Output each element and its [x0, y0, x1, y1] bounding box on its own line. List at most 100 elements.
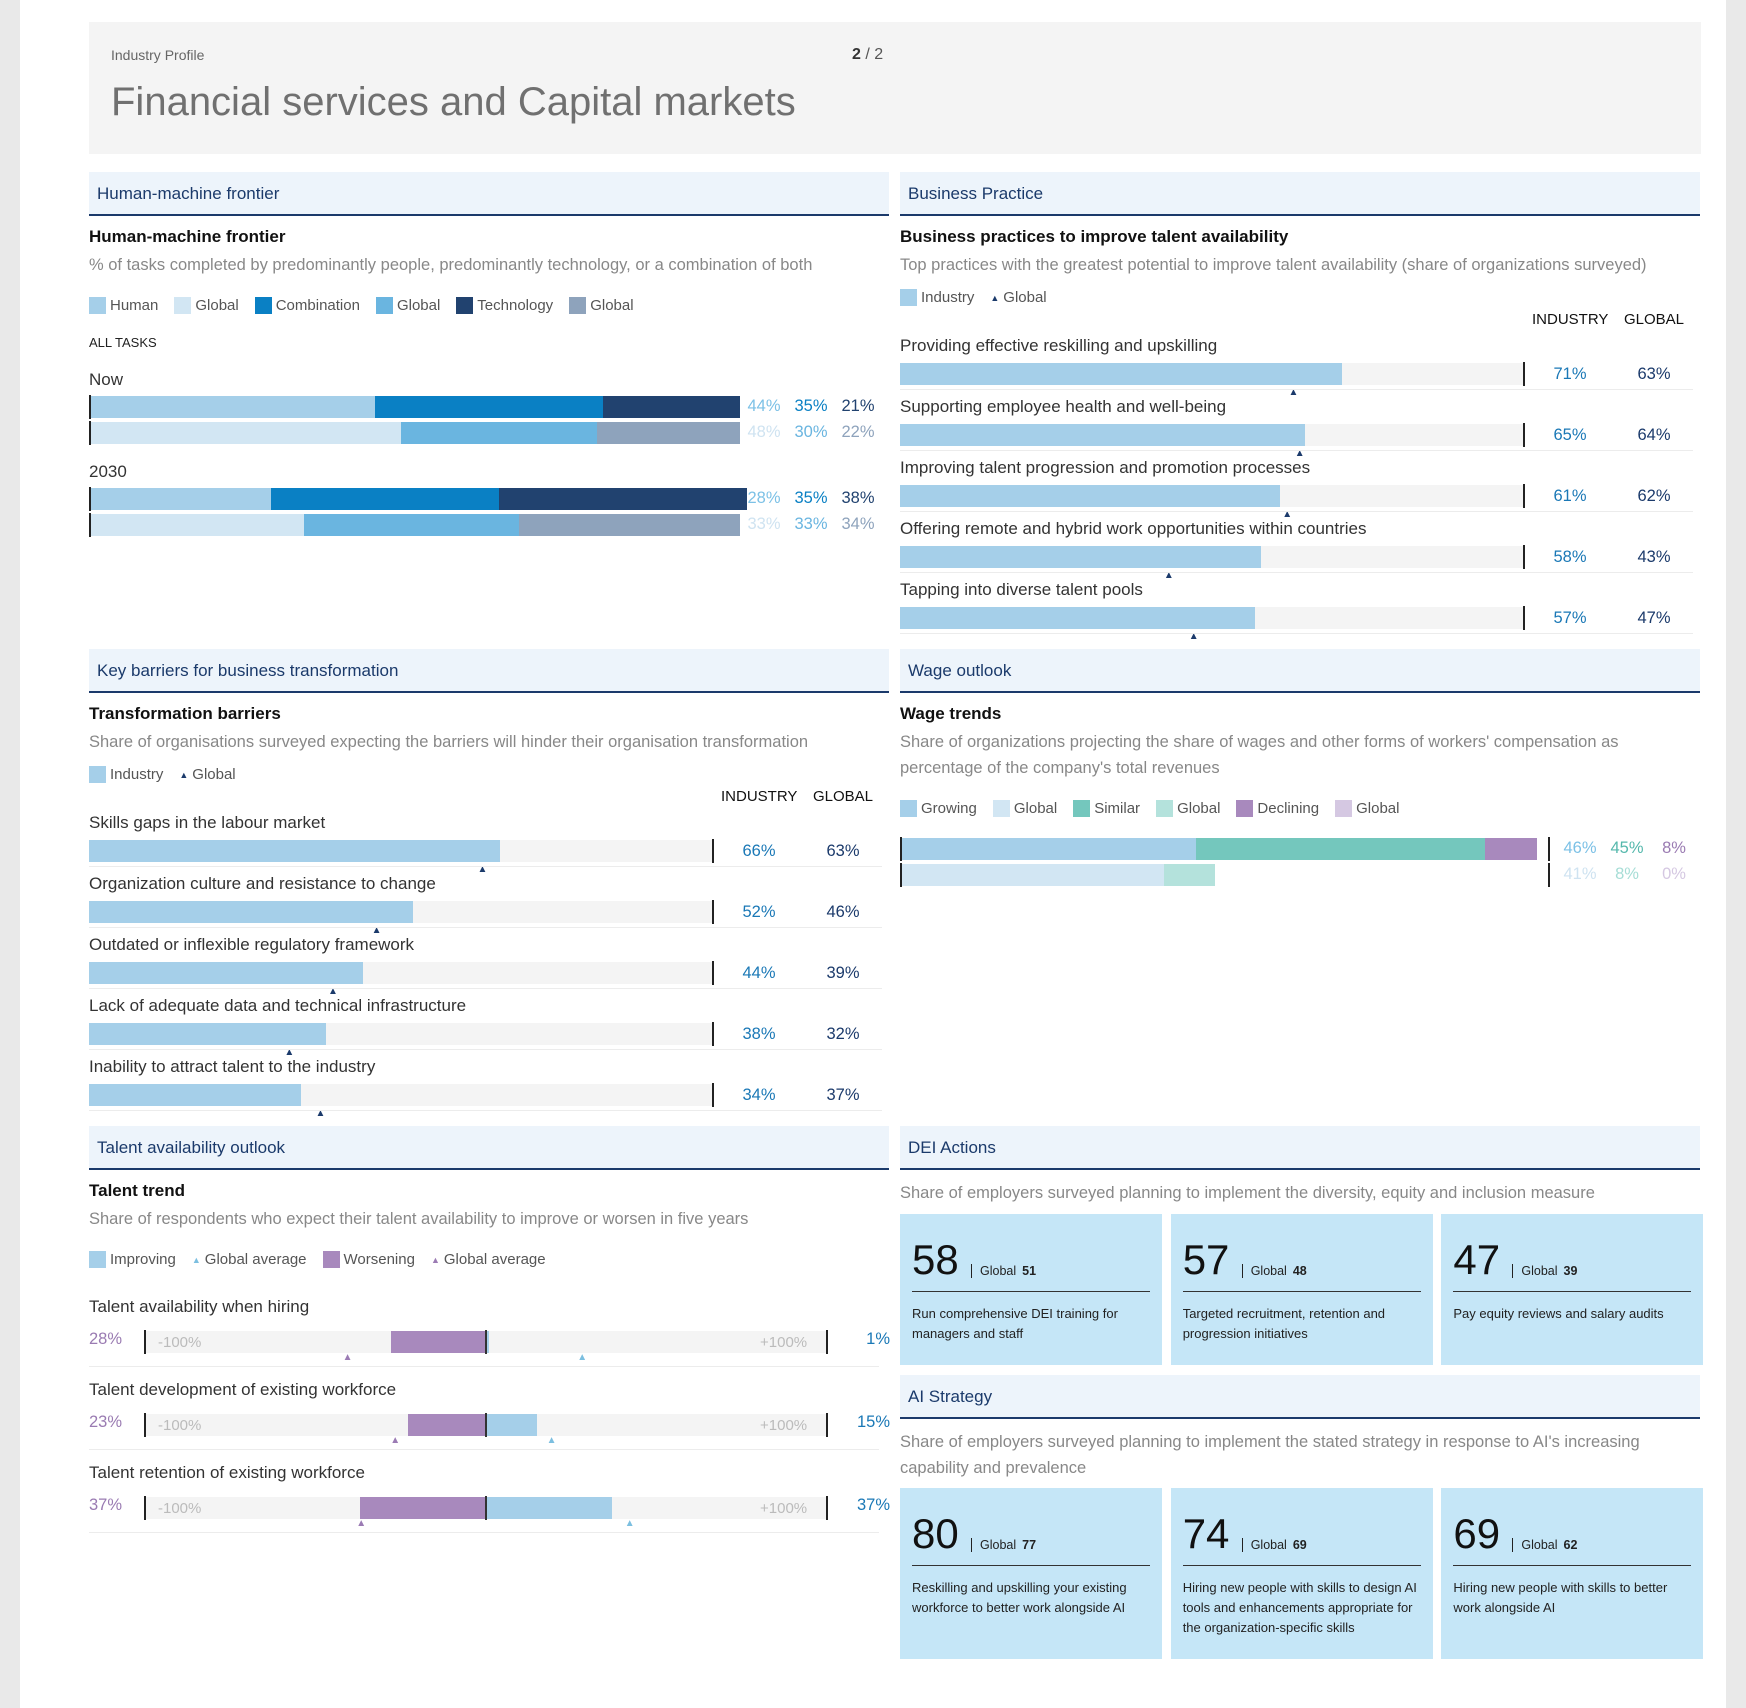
legend-label: Technology: [477, 297, 554, 314]
period-label: Now: [89, 370, 124, 389]
legend-swatch: [992, 800, 1010, 817]
row-label: Talent availability when hiring: [89, 1297, 310, 1316]
period-label: 2030: [89, 462, 127, 481]
legend-label: Industry: [110, 766, 164, 783]
legend-item: Global: [375, 297, 440, 314]
baseline-tick: [900, 863, 902, 887]
axis-left-tick: [144, 1330, 146, 1354]
stack-segment-declining: [1485, 838, 1537, 860]
legend-label: Growing: [921, 800, 977, 817]
industry-value: 38%: [742, 1025, 776, 1043]
row-label: Skills gaps in the labour market: [89, 813, 326, 832]
global-label: Global: [1521, 1538, 1558, 1552]
center-line: [485, 1330, 487, 1354]
global-value: 46%: [826, 903, 860, 921]
bar-end-line: [712, 1083, 714, 1107]
row-label: Lack of adequate data and technical infr…: [89, 996, 467, 1015]
legend-item: Declining: [1236, 800, 1319, 817]
header-kicker: Industry Profile: [111, 47, 205, 63]
value-label: 45%: [1610, 839, 1644, 857]
stat-card: 58 Global 51 Run comprehensive DEI training…: [900, 1214, 1162, 1365]
stat-card: 69 Global 62 Hiring new people with skills …: [1441, 1488, 1704, 1659]
value-label: 41%: [1563, 865, 1597, 883]
stack-segment-similar: [1195, 838, 1486, 860]
kb-legend: Industry ▲ Global: [89, 766, 252, 783]
legend-label: Global average: [443, 1251, 546, 1268]
row-label: Tapping into diverse talent pools: [900, 580, 1143, 599]
col-industry: INDUSTRY: [1532, 311, 1609, 328]
legend-swatch: [89, 297, 106, 314]
wo-legend: Growing Global Similar Global Declining …: [900, 800, 1415, 817]
row-divider: [900, 572, 1693, 573]
global-marker-icon: ▲: [179, 769, 189, 780]
improving-value: 15%: [856, 1413, 890, 1431]
row-label: Providing effective reskilling and upski…: [900, 336, 1218, 355]
stack-segment-growing: [900, 838, 1196, 860]
legend-swatch: [1156, 800, 1174, 817]
value-label: 22%: [841, 423, 875, 441]
center-line: [485, 1496, 487, 1520]
value-label: 0%: [1662, 865, 1686, 883]
section-title: Human-machine frontier: [97, 184, 280, 203]
axis-right-tick: [826, 1413, 828, 1437]
row-label: Offering remote and hybrid work opportun…: [900, 519, 1367, 538]
stack-segment-combination: [303, 514, 519, 536]
col-global: GLOBAL: [813, 788, 874, 805]
kb-desc: Share of organisations surveyed expectin…: [89, 733, 809, 751]
worsening-value: 37%: [89, 1496, 123, 1514]
axis-right-tick: [826, 1330, 828, 1354]
global-value: 48: [1292, 1264, 1307, 1278]
card-divider: [912, 1565, 1150, 1566]
all-tasks-label: ALL TASKS: [89, 335, 157, 350]
bar-worsening: [360, 1497, 486, 1519]
bar-end-line: [712, 839, 714, 863]
bar-end-line: [1523, 362, 1525, 386]
global-label: Global: [1521, 1264, 1558, 1278]
axis-min-label: -100%: [158, 1500, 202, 1517]
global-value: 51: [1022, 1264, 1037, 1278]
global-marker-icon: ▲: [477, 864, 488, 875]
legend-swatch: [1236, 800, 1254, 817]
legend-item: ▲ Global average: [192, 1251, 307, 1268]
legend-item: ▲ Global average: [431, 1251, 546, 1268]
value-label: 33%: [794, 515, 828, 533]
stat-card: 80 Global 77 Reskilling and upskilling your…: [900, 1488, 1162, 1659]
stat-value: 74: [1182, 1510, 1230, 1557]
card-divider: [1182, 1291, 1421, 1292]
section-title: Talent availability outlook: [97, 1138, 286, 1157]
hmf-title: Human-machine frontier: [89, 227, 286, 246]
row-divider: [89, 1049, 882, 1050]
stat-value: 57: [1182, 1236, 1230, 1283]
bar-industry: [89, 962, 364, 984]
stack-segment-combination: [271, 488, 500, 510]
legend-swatch: [900, 289, 917, 306]
legend-swatch: [456, 297, 474, 314]
global-value: 37%: [826, 1086, 860, 1104]
legend-label: Global: [590, 297, 634, 314]
legend-item: Global: [1335, 800, 1399, 817]
legend-label: Similar: [1094, 800, 1141, 817]
bar-end-line: [1523, 545, 1525, 569]
section-header-hmf: Human-machine frontier: [89, 172, 889, 216]
legend-label: Global average: [204, 1251, 307, 1268]
ta-desc: Share of respondents who expect their ta…: [89, 1210, 749, 1228]
legend-label: Global: [1003, 289, 1047, 306]
row-divider: [89, 988, 882, 989]
legend-item: Global: [992, 800, 1057, 817]
card-divider: [1453, 1291, 1692, 1292]
global-value: 62%: [1637, 487, 1671, 505]
stat-card: 74 Global 69 Hiring new people with skills …: [1170, 1488, 1433, 1659]
row-divider: [89, 866, 882, 867]
card-divider: [1182, 1565, 1421, 1566]
col-industry: INDUSTRY: [721, 788, 798, 805]
legend-item: Industry: [900, 289, 974, 306]
bar-industry: [89, 1023, 326, 1045]
improving-value: 37%: [856, 1496, 890, 1514]
value-label: 8%: [1615, 865, 1639, 883]
global-value: 77: [1022, 1538, 1037, 1552]
legend-label: Declining: [1257, 800, 1320, 817]
legend-item: Growing: [900, 800, 977, 817]
bar-industry: [900, 363, 1343, 385]
legend-swatch: [174, 297, 192, 314]
bar-industry: [900, 424, 1305, 446]
